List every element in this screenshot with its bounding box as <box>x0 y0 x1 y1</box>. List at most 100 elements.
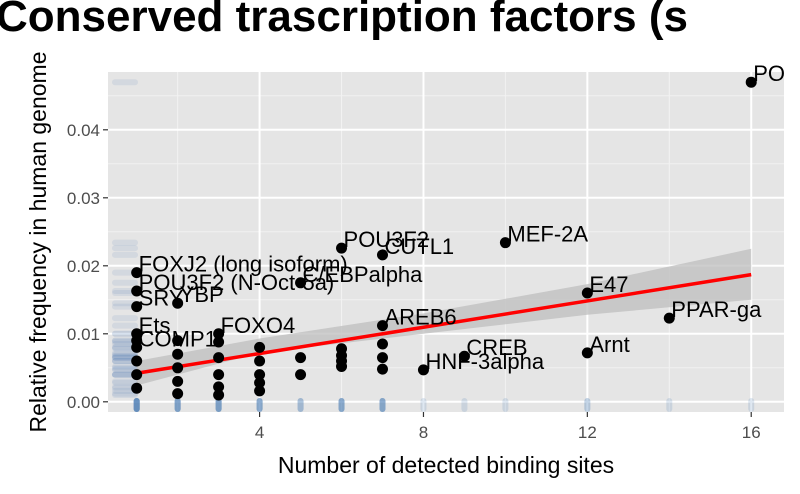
y-axis-title: Relative frequency in human genome <box>25 51 51 432</box>
rug-mark-y <box>112 354 138 361</box>
data-point <box>172 335 184 347</box>
data-point <box>376 352 388 364</box>
rug-mark-x <box>174 398 181 412</box>
chart-title-text: Conserved trascription factors (s <box>0 0 688 41</box>
rug-mark-y <box>112 353 138 360</box>
data-point <box>745 76 757 88</box>
rug-mark-x <box>133 398 140 412</box>
data-point <box>213 381 225 393</box>
rug-mark-y <box>112 366 138 373</box>
rug-mark-x <box>297 398 304 412</box>
rug-mark-x <box>256 398 263 412</box>
rug-mark-y <box>112 366 138 373</box>
rug-mark-y <box>112 79 138 86</box>
rug-mark-x <box>338 398 345 412</box>
x-tick-label: 12 <box>578 423 597 442</box>
data-point <box>417 364 429 376</box>
point-label: FOXO4 <box>221 313 296 338</box>
rug-mark-x <box>215 398 222 412</box>
point-label: FOXJ2 (long isoform) <box>139 252 348 277</box>
data-point <box>254 385 266 397</box>
plot-layer <box>112 76 757 412</box>
y-tick-label: 0.03 <box>67 189 100 208</box>
x-axis-title: Number of detected binding sites <box>278 452 614 478</box>
rug-mark-y <box>112 315 138 322</box>
data-point <box>172 362 184 374</box>
point-label: E47 <box>589 272 628 297</box>
data-point <box>172 388 184 400</box>
rug-mark-x <box>174 398 181 412</box>
rug-mark-x <box>338 398 345 412</box>
data-point <box>131 267 143 279</box>
rug-mark-x <box>379 398 386 412</box>
data-point <box>663 312 675 324</box>
confidence-band <box>136 248 752 386</box>
rug-mark-x <box>133 398 140 412</box>
rug-mark-y <box>112 390 138 397</box>
data-point <box>131 335 143 347</box>
data-point <box>254 355 266 367</box>
point-label: HNF-3alpha <box>425 349 544 374</box>
rug-mark-x <box>174 398 181 412</box>
rug-mark-x <box>420 398 427 412</box>
regression-line <box>136 272 752 375</box>
data-point <box>336 242 348 254</box>
data-point <box>254 369 266 381</box>
rug-mark-x <box>502 398 509 412</box>
rug-mark-y <box>112 341 138 347</box>
data-point <box>213 369 225 381</box>
rug-mark-x <box>338 398 345 412</box>
rug-mark-x <box>297 398 304 412</box>
rug-mark-x <box>133 398 140 412</box>
x-tick-label: 8 <box>419 423 428 442</box>
data-point <box>172 297 184 309</box>
rug-mark-x <box>338 398 345 412</box>
data-point <box>131 285 143 297</box>
point-label: PO <box>753 61 785 86</box>
rug-mark-x <box>133 398 140 412</box>
data-point <box>376 320 388 332</box>
rug-mark-x <box>256 398 263 412</box>
rug-mark-x <box>379 398 386 412</box>
rug-mark-y <box>112 239 138 246</box>
point-label: POU3F2 (N-Oct-5a) <box>139 270 335 295</box>
data-point <box>213 352 225 364</box>
data-point <box>458 350 470 362</box>
rug-mark-x <box>133 398 140 412</box>
rug-mark-y <box>112 279 138 286</box>
rug-mark-y <box>112 363 138 370</box>
point-label: POU3F2 <box>344 227 430 252</box>
x-tick-label: 16 <box>742 423 761 442</box>
point-label: PPAR-ga <box>671 297 762 322</box>
data-point <box>336 360 348 372</box>
rug-mark-y <box>112 354 138 361</box>
point-label: Ets <box>139 313 171 338</box>
y-tick-label: 0.02 <box>67 257 100 276</box>
data-point <box>172 348 184 360</box>
data-point <box>254 377 266 389</box>
rug-mark-y <box>112 352 138 359</box>
rug-mark-x <box>584 398 591 412</box>
point-label: YBP <box>180 282 224 307</box>
rug-mark-x <box>215 398 222 412</box>
data-point <box>295 277 307 289</box>
data-point <box>131 369 143 381</box>
rug-mark-x <box>215 398 222 412</box>
data-point <box>581 347 593 359</box>
rug-mark-x <box>215 398 222 412</box>
rug-mark-y <box>112 379 138 386</box>
rug-mark-x <box>174 398 181 412</box>
data-point <box>213 336 225 348</box>
rug-mark-x <box>666 398 673 412</box>
rug-mark-x <box>584 398 591 412</box>
x-tick-label: 4 <box>255 423 264 442</box>
rug-mark-x <box>174 398 181 412</box>
rug-mark-x <box>215 398 222 412</box>
rug-mark-y <box>112 351 138 358</box>
point-label: CREB <box>466 335 527 360</box>
rug-mark-x <box>256 398 263 412</box>
rug-mark-x <box>297 398 304 412</box>
rug-mark-x <box>174 398 181 412</box>
y-tick-label: 0.01 <box>67 325 100 344</box>
